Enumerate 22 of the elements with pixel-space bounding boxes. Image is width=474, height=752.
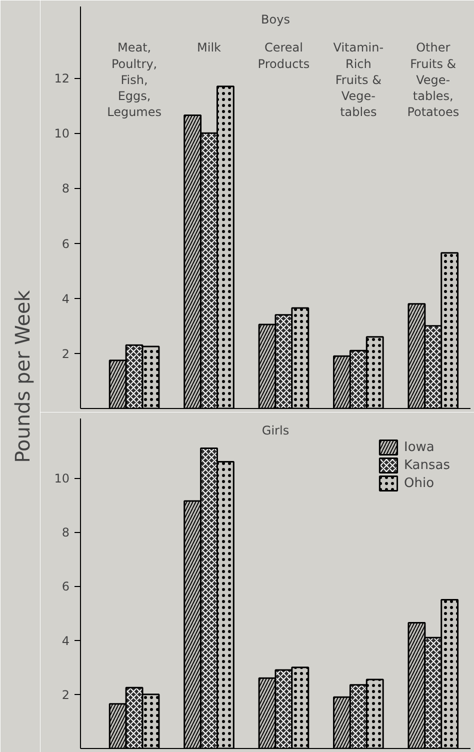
x-tick-label: Other Fruits & Vege- tables, Potatoes	[407, 40, 460, 120]
y-tick-label: 4	[62, 634, 70, 648]
legend-label: Kansas	[404, 458, 450, 472]
y-tick-label: 2	[62, 688, 70, 702]
x-tick-label: Milk	[197, 40, 222, 55]
y-tick-label: 10	[54, 472, 70, 486]
y-tick-label: 6	[62, 236, 70, 251]
chart-title: Girls	[262, 423, 290, 438]
legend-label: Ohio	[404, 476, 434, 490]
x-tick-label: Cereal Products	[258, 40, 310, 71]
x-tick-label: Vitamin- Rich Fruits & Vege- tables	[333, 40, 384, 120]
y-tick-label: 10	[54, 126, 70, 141]
y-tick-label: 2	[62, 346, 70, 361]
y-tick-label: 8	[62, 526, 70, 540]
y-tick-label: 8	[62, 182, 70, 196]
x-tick-label: Meat, Poultry, Fish, Eggs, Legumes	[107, 40, 162, 120]
y-tick-label: 6	[62, 580, 70, 594]
text: Boys	[261, 12, 290, 27]
y-tick-label: 12	[54, 72, 70, 86]
legend-label: Iowa	[404, 440, 434, 454]
y-tick-label: 4	[62, 292, 70, 306]
y-axis-title: Pounds per Week	[10, 290, 34, 463]
